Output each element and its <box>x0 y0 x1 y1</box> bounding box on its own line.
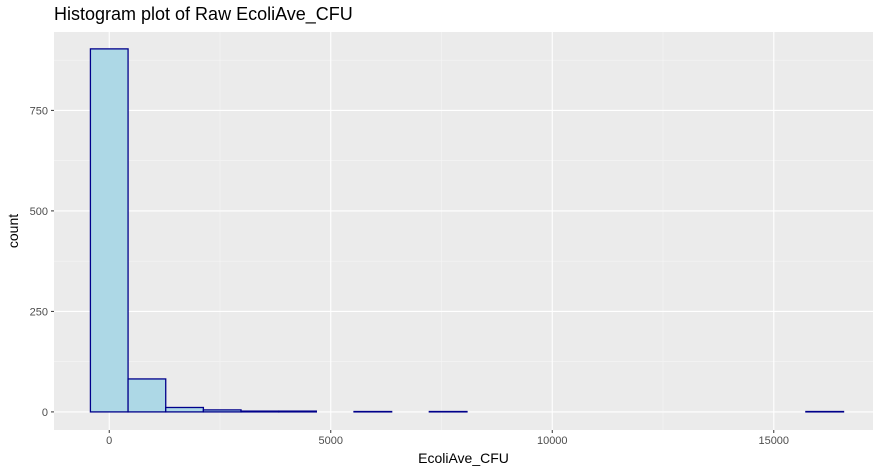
histogram-bar <box>202 409 242 413</box>
axes: 0 5000 10000 15000 0 250 500 750 <box>30 105 789 447</box>
y-tick-label: 250 <box>30 306 48 318</box>
x-axis-title: EcoliAve_CFU <box>418 450 509 466</box>
y-axis-title: count <box>5 214 21 248</box>
x-tick-label: 10000 <box>537 435 568 447</box>
x-tick-label: 15000 <box>758 435 789 447</box>
histogram-bar <box>127 378 167 413</box>
histogram-bar <box>240 410 280 413</box>
chart-title: Histogram plot of Raw EcoliAve_CFU <box>54 4 353 24</box>
histogram-bars <box>89 48 845 413</box>
y-tick-label: 750 <box>30 105 48 117</box>
x-tick-label: 0 <box>106 435 112 447</box>
histogram-bar <box>89 48 129 413</box>
plot-panel <box>54 32 873 430</box>
histogram-bar <box>278 410 318 413</box>
y-tick-label: 500 <box>30 206 48 218</box>
y-tick-label: 0 <box>42 407 48 419</box>
x-tick-label: 5000 <box>319 435 343 447</box>
histogram-bar <box>165 406 205 413</box>
